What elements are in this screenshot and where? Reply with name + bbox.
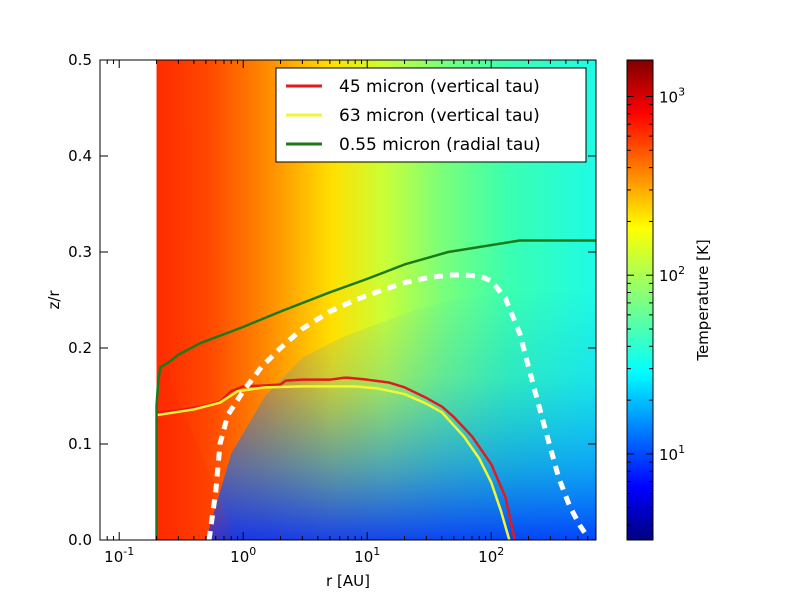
colorbar-tick-label: 103 [659,85,685,106]
y-tick-label: 0.1 [68,435,92,453]
y-tick-label: 0.2 [68,339,92,357]
y-axis-ticks: 0.0 0.1 0.2 0.3 0.4 0.5 [68,51,596,549]
x-axis-label: r [AU] [326,572,370,590]
legend-label-63-micron: 63 micron (vertical tau) [339,106,540,126]
y-tick-label: 0.0 [68,531,92,549]
x-tick-label: 100 [230,545,256,566]
legend: 45 micron (vertical tau) 63 micron (vert… [275,67,587,163]
y-tick-label: 0.3 [68,243,92,261]
series-line-0-55-micron-radial-tau [155,239,596,540]
colorbar-gradient [626,59,654,541]
colorbar: 101 102 103 Temperature [K] [626,59,712,541]
colorbar-label: Temperature [K] [694,239,712,361]
legend-box [275,67,587,163]
series-line-boundary [206,272,590,540]
legend-label-45-micron: 45 micron (vertical tau) [339,77,540,97]
series-line-63-micron-vertical-tau [156,385,511,540]
y-axis-label: z/r [45,290,63,310]
y-tick-label: 0.4 [68,147,92,165]
x-tick-label: 101 [354,545,380,566]
heatmap-midplane-cool-region [205,288,596,540]
legend-label-055-micron: 0.55 micron (radial tau) [339,135,541,155]
y-tick-label: 0.5 [68,51,92,69]
x-tick-label: 102 [478,545,504,566]
colorbar-tick-label: 101 [659,443,685,464]
colorbar-tick-label: 102 [659,264,685,285]
series-line-45-micron-vertical-tau [156,376,517,540]
line-series-group [155,239,596,540]
colorbar-ticks: 101 102 103 [627,85,685,526]
x-tick-label: 10-1 [104,545,134,566]
x-axis-ticks: 10-1 100 101 102 [99,60,597,566]
